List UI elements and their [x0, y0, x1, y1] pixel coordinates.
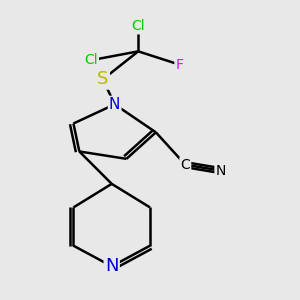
Text: Cl: Cl [131, 19, 145, 33]
Text: Cl: Cl [84, 53, 98, 67]
Text: N: N [109, 97, 120, 112]
Text: C: C [181, 158, 190, 172]
Text: F: F [176, 58, 183, 72]
Text: N: N [105, 257, 119, 275]
Text: S: S [97, 70, 109, 88]
Text: N: N [215, 164, 226, 178]
